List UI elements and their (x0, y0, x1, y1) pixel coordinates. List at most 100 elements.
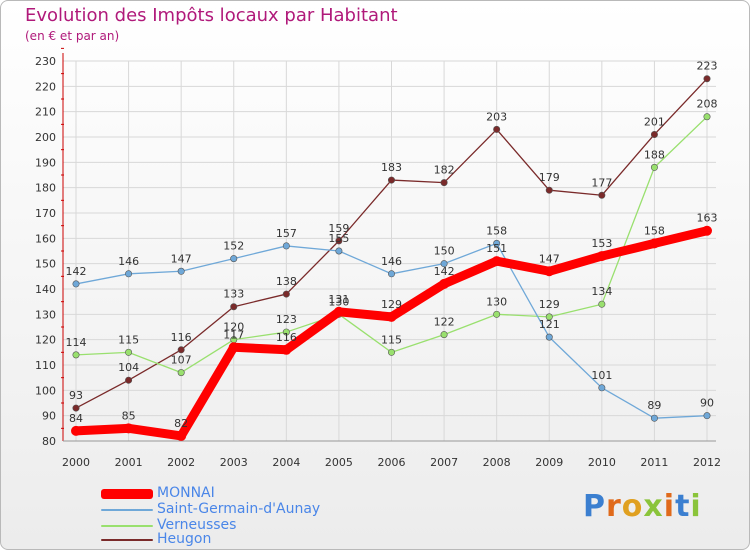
data-label-monnai: 151 (486, 242, 507, 255)
data-label-monnai: 153 (591, 237, 612, 250)
legend-label-verneusses: Verneusses (157, 517, 237, 533)
data-label-heugon: 182 (434, 164, 455, 177)
x-tick-label: 2007 (430, 456, 458, 469)
data-label-heugon: 201 (644, 115, 665, 128)
data-label-monnai: 84 (69, 412, 83, 425)
data-point-verneusses (440, 331, 448, 339)
data-label-monnai: 142 (434, 265, 455, 278)
data-label-monnai: 117 (223, 328, 244, 341)
data-label-verneusses: 208 (697, 98, 718, 111)
y-tick-label: 230 (35, 55, 56, 68)
y-tick-label: 220 (35, 80, 56, 93)
x-tick-label: 2006 (378, 456, 406, 469)
x-tick-label: 2002 (167, 456, 195, 469)
data-point-saint-germain-d-aunay (440, 260, 448, 268)
data-point-heugon (598, 191, 606, 199)
y-tick-label: 130 (35, 308, 56, 321)
data-point-heugon (72, 404, 80, 412)
chart-title: Evolution des Impôts locaux par Habitant (25, 5, 398, 26)
data-point-saint-germain-d-aunay (493, 239, 501, 247)
data-label-saint-germain-d-aunay: 146 (118, 255, 139, 268)
data-point-heugon (545, 186, 553, 194)
data-point-saint-germain-d-aunay (598, 384, 606, 392)
data-label-verneusses: 115 (381, 333, 402, 346)
data-label-verneusses: 188 (644, 148, 665, 161)
data-label-monnai: 129 (381, 298, 402, 311)
data-point-monnai (123, 423, 134, 434)
data-label-heugon: 223 (697, 60, 718, 73)
data-point-saint-germain-d-aunay (282, 242, 290, 250)
data-label-saint-germain-d-aunay: 121 (539, 318, 560, 331)
x-tick-label: 2008 (483, 456, 511, 469)
data-label-verneusses: 129 (539, 298, 560, 311)
data-point-monnai (702, 225, 712, 236)
y-tick-label: 110 (35, 359, 56, 372)
data-point-monnai (649, 238, 660, 249)
legend-swatch-monnai (101, 489, 153, 499)
data-label-verneusses: 115 (118, 333, 139, 346)
x-tick-label: 2003 (220, 456, 248, 469)
x-tick-label: 2010 (588, 456, 616, 469)
data-point-verneusses (387, 348, 395, 356)
data-point-monnai (596, 251, 607, 262)
data-label-verneusses: 120 (223, 321, 244, 334)
legend-label-saint-germain: Saint-Germain-d'Aunay (157, 501, 321, 517)
data-label-heugon: 203 (486, 110, 507, 123)
data-point-heugon (387, 176, 395, 184)
data-point-heugon (650, 130, 658, 138)
y-tick-label: 160 (35, 232, 56, 245)
data-point-saint-germain-d-aunay (387, 270, 395, 278)
legend-label-monnai: MONNAI (157, 485, 215, 501)
legend-swatch-heugon (101, 539, 153, 541)
data-point-heugon (703, 75, 711, 83)
proxiti-logo: Proxiti (583, 489, 702, 524)
data-point-saint-germain-d-aunay (335, 247, 343, 255)
data-label-saint-germain-d-aunay: 152 (223, 240, 244, 253)
data-label-saint-germain-d-aunay: 146 (381, 255, 402, 268)
data-point-verneusses (598, 300, 606, 308)
y-tick-label: 190 (35, 156, 56, 169)
data-point-heugon (335, 237, 343, 245)
data-point-heugon (493, 125, 501, 133)
data-label-heugon: 133 (223, 288, 244, 301)
data-label-heugon: 138 (276, 275, 297, 288)
data-label-heugon: 159 (328, 222, 349, 235)
x-tick-label: 2009 (535, 456, 563, 469)
legend-label-heugon: Heugon (157, 531, 212, 547)
data-label-verneusses: 134 (591, 285, 612, 298)
data-label-verneusses: 107 (171, 354, 192, 367)
data-label-verneusses: 114 (66, 336, 87, 349)
data-label-monnai: 163 (697, 212, 718, 225)
x-tick-label: 2011 (640, 456, 668, 469)
data-label-verneusses: 122 (434, 316, 455, 329)
x-tick-label: 2012 (693, 456, 721, 469)
data-label-saint-germain-d-aunay: 89 (647, 399, 661, 412)
y-tick-label: 140 (35, 283, 56, 296)
data-point-monnai (491, 256, 502, 267)
data-point-verneusses (703, 113, 711, 121)
y-tick-label: 80 (42, 435, 56, 448)
data-point-saint-germain-d-aunay (545, 333, 553, 341)
data-point-monnai (176, 430, 187, 441)
data-label-verneusses: 130 (486, 295, 507, 308)
data-label-saint-germain-d-aunay: 147 (171, 252, 192, 265)
data-label-saint-germain-d-aunay: 101 (591, 369, 612, 382)
data-label-heugon: 116 (171, 331, 192, 344)
y-tick-label: 120 (35, 334, 56, 347)
data-label-monnai: 147 (539, 252, 560, 265)
data-point-verneusses (125, 348, 133, 356)
data-label-verneusses: 123 (276, 313, 297, 326)
data-point-monnai (439, 278, 450, 289)
data-point-saint-germain-d-aunay (125, 270, 133, 278)
data-point-monnai (228, 342, 239, 353)
data-label-heugon: 177 (591, 176, 612, 189)
data-label-saint-germain-d-aunay: 158 (486, 224, 507, 237)
data-point-verneusses (650, 163, 658, 171)
data-point-heugon (440, 179, 448, 187)
data-label-verneusses: 130 (328, 295, 349, 308)
data-label-saint-germain-d-aunay: 150 (434, 245, 455, 258)
data-point-saint-germain-d-aunay (177, 267, 185, 275)
data-label-saint-germain-d-aunay: 155 (328, 232, 349, 245)
